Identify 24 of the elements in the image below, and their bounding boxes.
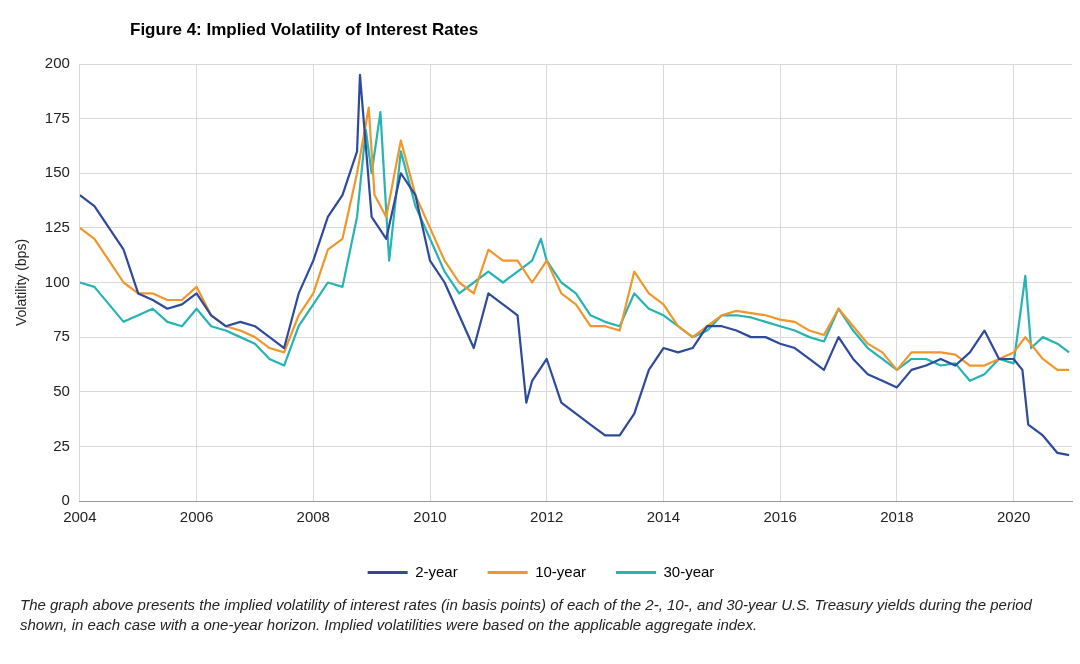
x-tick-label: 2004	[63, 508, 97, 526]
y-tick-label: 200	[44, 54, 70, 72]
x-tick-label: 2016	[763, 508, 797, 526]
legend-label: 2-year	[415, 562, 458, 580]
y-tick-label: 75	[53, 327, 70, 345]
y-tick-label: 125	[44, 218, 70, 236]
y-tick-label: 175	[44, 108, 70, 126]
legend-label: 30-year	[663, 562, 715, 580]
y-tick-label: 0	[61, 491, 70, 509]
x-tick-label: 2020	[996, 508, 1031, 526]
x-tick-label: 2012	[530, 508, 564, 526]
y-axis-title: Volatility (bps)	[13, 238, 30, 327]
y-tick-label: 50	[53, 381, 70, 399]
x-tick-label: 2018	[880, 508, 914, 526]
x-tick-label: 2008	[296, 508, 330, 526]
y-tick-label: 150	[44, 163, 70, 181]
chart-title: Figure 4: Implied Volatility of Interest Rates	[130, 20, 479, 40]
legend-label: 10-year	[535, 562, 587, 580]
x-tick-label: 2006	[179, 508, 214, 526]
x-tick-label: 2014	[646, 508, 681, 526]
y-tick-label: 25	[53, 436, 70, 454]
text: The graph above presents the implied volatility of interest rates (in basis points) of each of the 2-, 10-, and 30-year U.S. Treasury yields during the period shown, in each case with a one-year horizon. Implied volatilities were based on the applicable aggregate index.	[20, 595, 1033, 635]
x-tick-label: 2010	[413, 508, 447, 526]
y-tick-label: 100	[44, 272, 70, 290]
